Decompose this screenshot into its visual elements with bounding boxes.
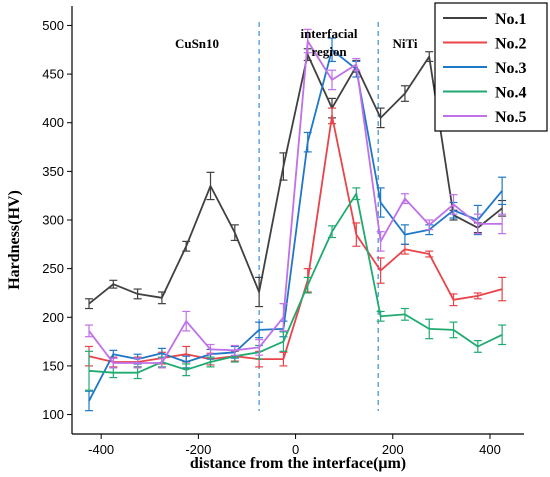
legend-item: No.1: [443, 11, 527, 28]
error-bar: [425, 318, 434, 340]
legend-label: No.2: [495, 36, 527, 53]
y-tick-label: 400: [42, 115, 64, 130]
error-bar: [425, 219, 434, 231]
x-tick-label: 200: [382, 442, 404, 457]
y-tick-label: 100: [42, 407, 64, 422]
legend-label: No.1: [495, 11, 527, 28]
error-bar: [157, 357, 166, 369]
error-bar: [230, 344, 239, 356]
error-bar: [279, 152, 288, 181]
error-bar: [400, 85, 409, 102]
error-bar: [182, 310, 191, 332]
legend-item: No.2: [443, 36, 527, 53]
y-axis-title: Hardness(HV): [6, 190, 23, 290]
error-bar: [157, 291, 166, 305]
error-bar: [133, 288, 142, 300]
series-lines: [85, 28, 507, 412]
error-bar: [133, 357, 142, 369]
tick-marks: -400 -200 0 200 400 100 150 200 250 300 350 400 450 5…: [42, 18, 501, 457]
error-bar: [400, 193, 409, 205]
error-bar: [498, 176, 507, 206]
error-bar: [352, 222, 361, 247]
x-tick-label: 0: [292, 442, 299, 457]
series-line-3: [88, 48, 503, 402]
error-bar: [425, 250, 434, 258]
legend: No.1 No.2 No.3 No.4 No.5: [434, 2, 548, 132]
error-bar: [85, 350, 94, 391]
error-bar: [376, 257, 385, 284]
error-bar: [449, 293, 458, 307]
error-bar: [303, 276, 312, 294]
error-bar: [400, 307, 409, 321]
y-tick-label: 150: [42, 358, 64, 373]
error-bar: [255, 321, 264, 339]
x-axis-title: distance from the interface(μm): [190, 455, 406, 472]
series-line-2: [88, 115, 503, 363]
series-line-5: [88, 40, 503, 364]
x-tick-label: -200: [185, 442, 211, 457]
error-bar: [449, 194, 458, 215]
y-tick-label: 250: [42, 261, 64, 276]
y-tick-label: 450: [42, 67, 64, 82]
error-bar: [109, 279, 118, 289]
error-bar: [328, 225, 337, 239]
region-label-interfacial: interfacial region: [300, 26, 357, 59]
error-bar: [425, 51, 434, 63]
error-bar: [182, 363, 191, 377]
y-tick-label: 500: [42, 18, 64, 33]
error-bar: [473, 213, 482, 235]
error-bar: [473, 340, 482, 353]
error-bar: [498, 213, 507, 235]
error-bar: [182, 240, 191, 252]
series-5: [85, 28, 507, 369]
y-tick-label: 300: [42, 213, 64, 228]
error-bar: [400, 224, 409, 245]
error-bar: [303, 131, 312, 153]
error-bar: [85, 324, 94, 338]
y-tick-label: 200: [42, 310, 64, 325]
error-bar: [498, 276, 507, 302]
legend-item: No.4: [443, 85, 527, 102]
error-bar: [328, 69, 337, 91]
error-bar: [328, 107, 337, 125]
x-tick-label: -400: [88, 442, 114, 457]
error-bar: [255, 339, 264, 356]
error-bar: [376, 231, 385, 252]
error-bar: [303, 28, 312, 54]
legend-label: No.4: [495, 85, 527, 102]
error-bar: [206, 356, 215, 368]
error-bar: [85, 390, 94, 412]
error-bar: [206, 343, 215, 355]
error-bar: [449, 321, 458, 339]
error-bar: [279, 303, 288, 332]
error-bar: [328, 37, 337, 63]
legend-label: No.5: [495, 109, 527, 126]
error-bar: [206, 171, 215, 201]
error-bar: [473, 292, 482, 300]
legend-label: No.3: [495, 60, 527, 77]
region-label-cusn10: CuSn10: [175, 36, 219, 51]
error-bar: [255, 276, 264, 308]
error-bar: [230, 224, 239, 242]
error-bar: [352, 187, 361, 201]
error-bar: [376, 107, 385, 129]
error-bar: [352, 57, 361, 71]
error-bar: [279, 351, 288, 367]
error-bar: [498, 324, 507, 346]
error-bar: [85, 298, 94, 310]
error-bar: [109, 357, 118, 369]
error-bar: [279, 331, 288, 352]
region-label-niti: NiTi: [392, 36, 417, 51]
error-bar: [376, 310, 385, 322]
series-line-1: [88, 53, 503, 305]
legend-item: No.5: [443, 109, 527, 126]
legend-item: No.3: [443, 60, 527, 77]
y-tick-label: 350: [42, 164, 64, 179]
x-tick-label: 400: [479, 442, 501, 457]
